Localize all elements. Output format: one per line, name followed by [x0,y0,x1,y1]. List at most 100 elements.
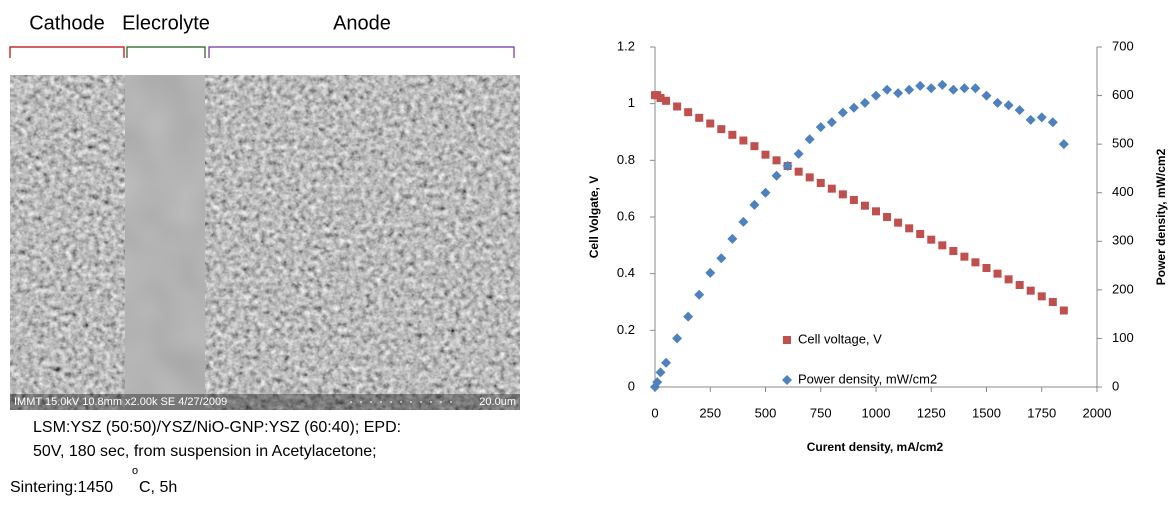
y-axis-title: Cell Volgate, V [587,176,601,258]
caption-unit: C, 5h [139,479,177,496]
data-point [815,122,826,133]
data-point [970,83,981,94]
caption-sintering: Sintering:1450 [10,479,113,496]
data-point [656,94,665,102]
data-point [1025,114,1036,125]
y2-tick-label: 700 [1112,38,1134,53]
data-point [661,357,672,368]
degree-sign: o [132,465,138,477]
data-point [804,134,815,145]
data-point [927,235,936,244]
data-point [655,367,666,378]
data-point [960,252,969,261]
y2-axis-title: Power density, mW/cm2 [1154,148,1168,285]
data-point [717,125,726,134]
anode-label: Anode [333,12,391,34]
data-point [738,216,749,227]
cathode-label: Cathode [29,12,105,34]
x-tick-label: 0 [651,405,658,420]
data-point [915,80,926,91]
data-point [883,213,892,221]
data-point [916,230,925,238]
data-point [993,269,1002,278]
y-tick-label: 1.2 [617,38,635,53]
legend-label: Cell voltage, V [798,331,882,346]
data-point [837,107,848,118]
data-point [1059,306,1068,315]
data-point [695,113,704,122]
data-point [871,90,881,101]
data-point [981,90,992,101]
data-point [749,199,760,210]
data-point [1047,117,1058,128]
data-point [705,267,716,278]
legend-label: Power density, mW/cm2 [798,371,937,386]
data-point [849,196,858,204]
x-tick-label: 1500 [972,405,1001,420]
data-point [1015,281,1024,289]
y2-tick-label: 0 [1112,378,1119,393]
x-tick-label: 1750 [1027,405,1056,420]
x-tick-label: 750 [810,405,832,420]
data-point [706,119,715,128]
data-point [816,179,825,187]
scale-bar-label: 20.0um [479,396,516,408]
data-point [872,207,880,216]
data-point [938,241,947,250]
data-point [727,233,738,244]
cathode-bracket [9,46,125,58]
data-point [848,102,859,113]
data-point [838,190,847,199]
legend-marker [782,375,792,385]
data-point [794,167,803,176]
data-point [750,142,759,151]
x-tick-label: 1250 [917,405,946,420]
data-point [684,108,693,117]
data-point [694,289,705,300]
x-axis-title: Curent density, mA/cm2 [807,440,944,454]
data-point [904,84,915,95]
data-point [1026,286,1035,295]
data-point [1014,105,1025,116]
data-point [739,136,748,145]
data-point [1004,275,1013,284]
y-tick-label: 1 [628,95,635,110]
data-point [894,218,903,227]
y-tick-label: 0 [628,378,635,393]
y-tick-label: 0.4 [617,265,635,280]
data-point [860,201,869,210]
anode-bracket [208,46,515,58]
data-point [1036,112,1047,123]
data-point [1058,139,1069,150]
y2-tick-label: 400 [1112,184,1134,199]
y-tick-label: 0.6 [617,208,635,223]
data-point [761,150,770,159]
data-point [949,247,958,255]
y-tick-label: 0.8 [617,152,635,167]
data-point [905,224,914,233]
data-point [672,333,683,344]
data-point [771,170,782,181]
y-tick-label: 0.2 [617,322,635,337]
caption-line: LSM:YSZ (50:50)/YSZ/NiO-GNP:YSZ (60:40);… [33,419,401,436]
data-point [893,88,904,99]
y2-tick-label: 200 [1112,281,1134,296]
data-point [937,79,948,90]
data-point [882,84,893,95]
data-point [772,156,781,165]
data-point [1048,298,1057,306]
data-point [673,102,682,111]
data-point [760,187,771,198]
data-point [859,97,870,108]
data-point [982,264,991,272]
data-point [926,83,937,94]
data-point [992,97,1003,108]
y2-tick-label: 500 [1112,136,1134,151]
electrolyte-bracket [126,46,206,58]
data-point [793,148,804,159]
x-tick-label: 500 [755,405,777,420]
x-tick-label: 250 [699,405,721,420]
data-point [728,130,737,139]
data-point [826,117,837,128]
x-tick-label: 1000 [862,405,891,420]
